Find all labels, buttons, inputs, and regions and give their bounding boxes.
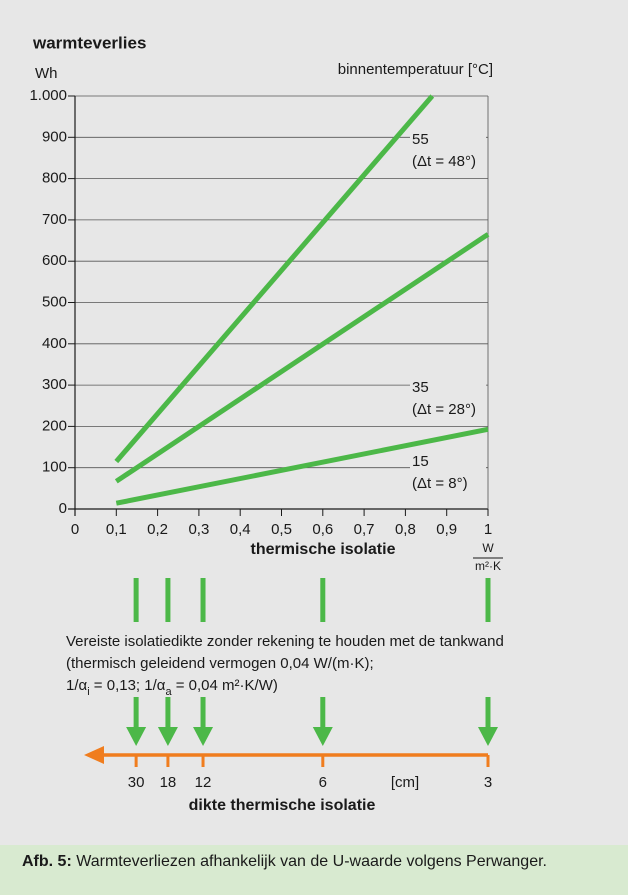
thickness-label: 18 [160, 774, 177, 791]
chart: warmteverlies Wh binnentemperatuur [°C] … [29, 33, 504, 814]
u-arrow-shaft [133, 697, 139, 729]
x-tick-label: 0,2 [147, 521, 168, 538]
u-arrow-shaft [485, 697, 491, 729]
caption-text: Warmteverliezen afhankelijk van de U-waa… [71, 853, 547, 870]
y-tick-label: 1.000 [29, 87, 67, 104]
label-bg [410, 377, 486, 423]
label-bg [410, 451, 486, 497]
x-tick-label: 0,5 [271, 521, 292, 538]
x-tick-label: 0,8 [395, 521, 416, 538]
note-part: a [165, 686, 172, 698]
thickness-label: 30 [128, 774, 145, 791]
legend-title: binnentemperatuur [°C] [338, 61, 493, 78]
series-name: 55 [412, 131, 429, 148]
x-tick-label: 1 [484, 521, 492, 538]
u-bar [485, 578, 491, 622]
u-arrow-shaft [165, 697, 171, 729]
y-tick-label: 300 [42, 376, 67, 393]
u-arrow-head [157, 727, 178, 746]
x-tick-label: 0,4 [230, 521, 251, 538]
y-tick-label: 900 [42, 128, 67, 145]
u-bar [200, 578, 206, 622]
y-tick-label: 800 [42, 170, 67, 187]
u-bar [165, 578, 171, 622]
x-tick-label: 0,6 [312, 521, 333, 538]
u-arrow-head [312, 727, 333, 746]
thickness-label: 6 [319, 774, 327, 791]
u-bar [320, 578, 326, 622]
note-part: = 0,04 m²·K/W) [172, 677, 278, 694]
y-tick-label: 200 [42, 417, 67, 434]
x-tick-label: 0,1 [106, 521, 127, 538]
series-name: 35 [412, 379, 429, 396]
series-line [114, 232, 490, 484]
x-tick-label: 0,9 [436, 521, 457, 538]
note-line: (thermisch geleidend vermogen 0,04 W/(m·… [66, 655, 374, 672]
y-tick-label: 400 [42, 335, 67, 352]
series-line [114, 94, 435, 464]
x-unit-den: m²·K [475, 559, 501, 573]
x-tick-label: 0,7 [354, 521, 375, 538]
u-arrow-shaft [200, 697, 206, 729]
thickness-unit: [cm] [391, 774, 419, 791]
note-line: 1/αi = 0,13; 1/αa = 0,04 m²·K/W) [66, 677, 278, 698]
x-tick-label: 0 [71, 521, 79, 538]
note-part: 1/α [66, 677, 88, 694]
note-line: Vereiste isolatiedikte zonder rekening t… [66, 633, 504, 650]
series-note: (Δt = 28°) [412, 401, 476, 418]
label-bg [410, 129, 486, 175]
u-arrow-head [126, 727, 147, 746]
note-part: = 0,13; 1/α [90, 677, 166, 694]
note-part: i [87, 686, 89, 698]
x-unit-num: W [482, 541, 494, 555]
x-axis-label: thermische isolatie [251, 541, 396, 558]
y-axis-label: Wh [35, 65, 58, 82]
thickness-arrowhead [84, 746, 104, 764]
thickness-label: 3 [484, 774, 492, 791]
u-arrow-head [478, 727, 498, 746]
y-tick-label: 700 [42, 211, 67, 228]
chart-title: warmteverlies [32, 33, 146, 52]
x-tick-label: 0,3 [188, 521, 209, 538]
series-note: (Δt = 48°) [412, 153, 476, 170]
y-tick-label: 0 [59, 500, 67, 517]
y-tick-label: 600 [42, 252, 67, 269]
u-arrow-shaft [320, 697, 326, 729]
series-note: (Δt = 8°) [412, 475, 468, 492]
u-arrow-head [193, 727, 214, 746]
caption-label: Afb. 5: [22, 853, 72, 870]
series-line [115, 426, 489, 506]
caption: Afb. 5: Warmteverliezen afhankelijk van … [0, 845, 628, 895]
y-tick-label: 100 [42, 459, 67, 476]
thickness-label: 12 [195, 774, 212, 791]
series-name: 15 [412, 453, 429, 470]
u-bar [133, 578, 139, 622]
thickness-title: dikte thermische isolatie [189, 797, 376, 814]
y-tick-label: 500 [42, 293, 67, 310]
